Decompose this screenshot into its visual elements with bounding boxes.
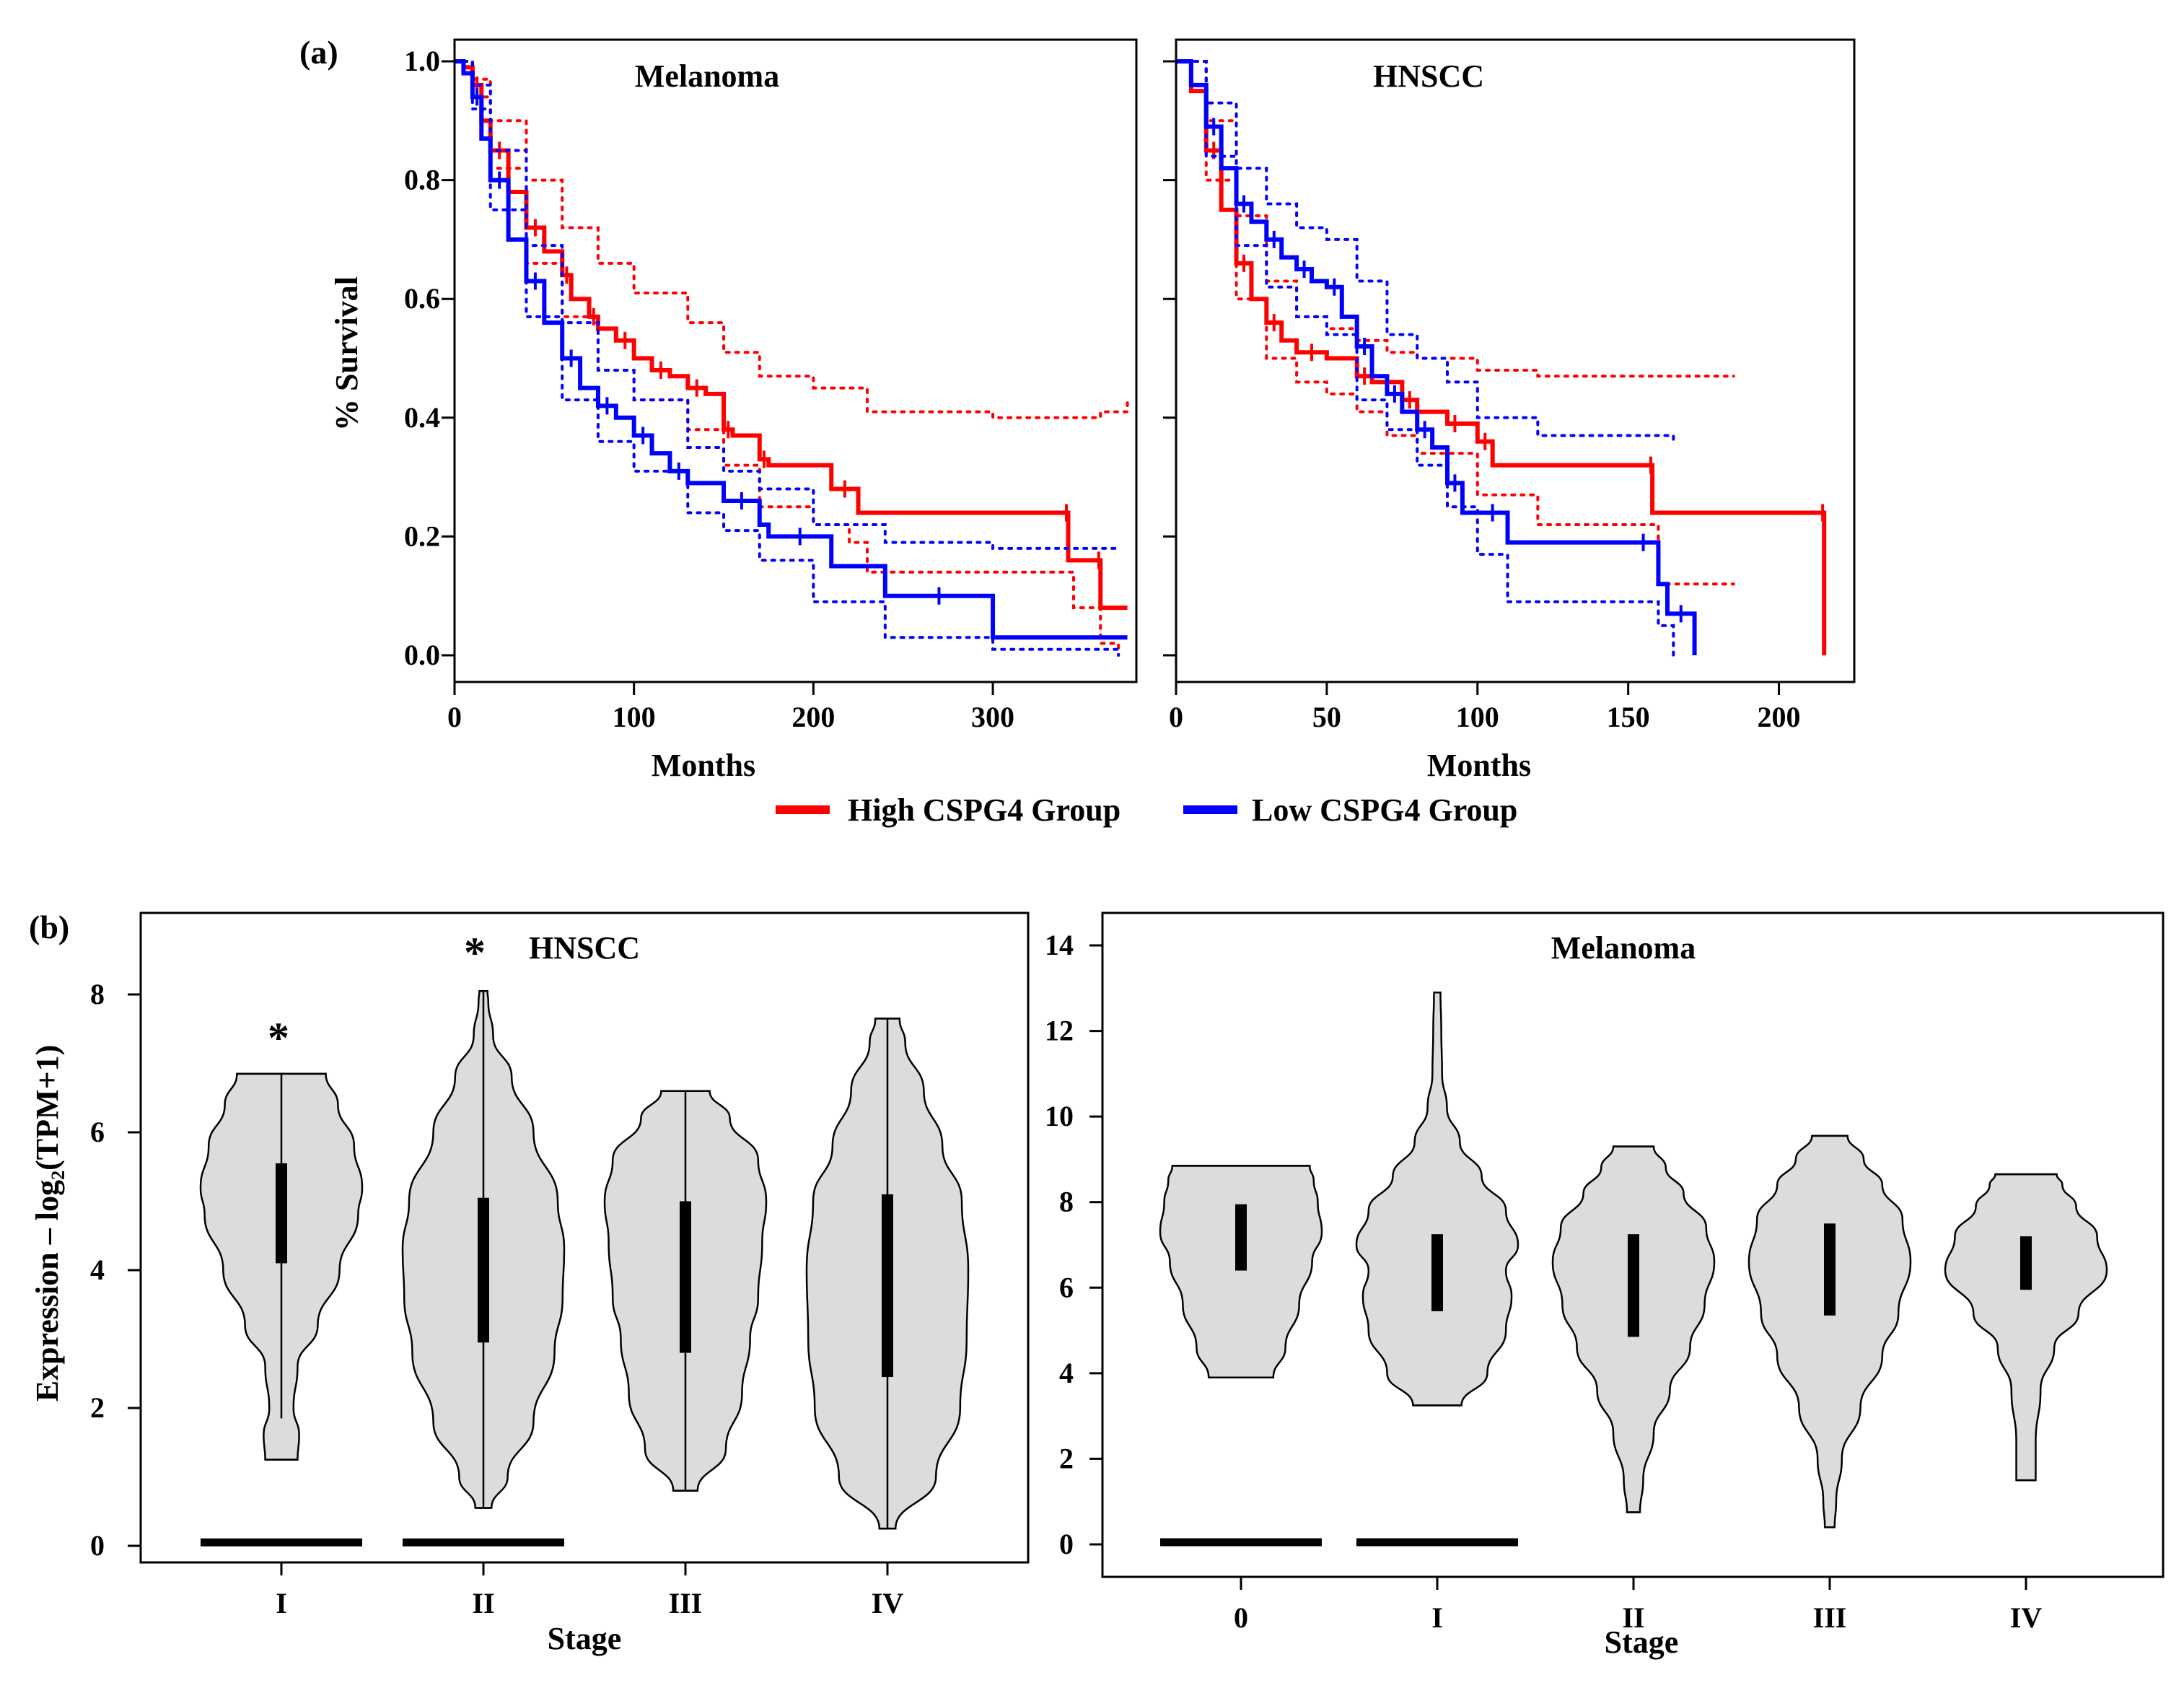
violin-melanoma-ytick-label-6: 12	[1045, 1015, 1074, 1047]
violin-hnscc-ytick-label-0: 0	[90, 1529, 105, 1562]
violin-melanoma-shape-4	[1944, 1173, 2108, 1482]
legend-label-high: High CSPG4 Group	[848, 792, 1120, 828]
violin-hnscc-ytick-label-4: 8	[90, 978, 105, 1010]
violin-melanoma-xtick-label-3: III	[1813, 1601, 1847, 1634]
km-hnscc-title: HNSCC	[1373, 58, 1484, 94]
violin-melanoma-shape-3	[1747, 1134, 1912, 1529]
violin-hnscc-ylabel: Expression – log₂(TPM+1)	[30, 1045, 65, 1402]
violin-melanoma-xlabel: Stage	[1605, 1624, 1679, 1660]
km-melanoma-ylabel: % Survival	[329, 276, 364, 431]
km-melanoma-ytick-label-0: 0.0	[404, 639, 440, 671]
km-melanoma-ytick-label-4: 0.8	[404, 164, 440, 196]
km-melanoma-xticks: 0 100 200 300	[447, 682, 1014, 733]
violin-hnscc-ytick-label-3: 6	[90, 1116, 105, 1148]
violin-melanoma-ytick-label-2: 4	[1059, 1357, 1074, 1389]
km-melanoma-series-5	[453, 60, 1120, 657]
km-melanoma-frame	[453, 38, 1138, 683]
km-melanoma-series-2	[453, 60, 1120, 657]
km-melanoma-yticks: 0.0 0.2 0.4 0.6 0.8 1.0	[404, 45, 455, 671]
violin-melanoma-iqr-4	[2020, 1236, 2032, 1290]
km-melanoma-xtick-label-1: 100	[613, 701, 656, 733]
legend-label-low: Low CSPG4 Group	[1252, 792, 1517, 828]
km-plot-melanoma: Melanoma Months % Survival 0 100 200 300 0.…	[329, 38, 1138, 783]
violin-hnscc-ytick-label-2: 4	[90, 1254, 105, 1286]
violin-hnscc-iqr-3	[882, 1194, 893, 1378]
km-hnscc-series-1	[1175, 60, 1735, 378]
violin-melanoma-ytick-label-1: 2	[1059, 1442, 1074, 1474]
violin-hnscc-yticks: 0 2 4 6 8	[90, 978, 141, 1562]
violin-melanoma-ytick-label-7: 14	[1045, 929, 1074, 961]
violin-plot-hnscc: HNSCC * Stage Expression – log₂(TPM+1) *…	[30, 911, 1030, 1656]
km-melanoma-series-group	[453, 59, 1129, 657]
violin-hnscc-iqr-0	[276, 1163, 287, 1264]
km-hnscc-series-3	[1176, 59, 1697, 655]
violin-melanoma-ytick-label-3: 6	[1059, 1271, 1074, 1303]
km-melanoma-series-4	[453, 60, 1120, 550]
violin-hnscc-iqr-1	[478, 1197, 489, 1343]
violin-hnscc-xtick-label-2: III	[669, 1587, 703, 1619]
violin-melanoma-xtick-label-4: IV	[2010, 1601, 2043, 1634]
km-hnscc-xtick-label-0: 0	[1169, 701, 1183, 733]
panel-label-a: (a)	[299, 34, 338, 71]
violin-melanoma-iqr-0	[1235, 1204, 1247, 1271]
violin-hnscc-frame	[139, 911, 1030, 1564]
violin-melanoma-shape-0	[1159, 1165, 1323, 1379]
km-melanoma-title: Melanoma	[635, 58, 779, 94]
km-hnscc-xticks: 0 50 100 150 200	[1169, 682, 1801, 733]
km-melanoma-series-1	[453, 60, 1129, 419]
km-melanoma-ytick-label-1: 0.2	[404, 520, 440, 552]
km-melanoma-xtick-label-0: 0	[447, 701, 462, 733]
violin-hnscc-xticks: I II III IV	[276, 1562, 903, 1619]
violin-melanoma-title: Melanoma	[1551, 930, 1696, 966]
km-hnscc-xtick-label-4: 200	[1758, 701, 1801, 733]
violin-melanoma-frame	[1101, 911, 2165, 1578]
violin-hnscc-title-marker: *	[464, 929, 486, 976]
km-hnscc-xtick-label-3: 150	[1607, 701, 1650, 733]
panel-label-b: (b)	[29, 909, 69, 945]
km-hnscc-series-4	[1175, 60, 1675, 443]
violin-hnscc-xtick-label-0: I	[276, 1587, 287, 1619]
km-melanoma-xlabel: Months	[652, 748, 755, 783]
km-hnscc-xlabel: Months	[1427, 748, 1531, 783]
km-hnscc-series-5	[1175, 60, 1675, 657]
violin-melanoma-ytick-label-5: 10	[1045, 1100, 1074, 1132]
violin-melanoma-xtick-label-2: II	[1622, 1601, 1644, 1634]
violin-melanoma-ytick-label-0: 0	[1059, 1528, 1074, 1560]
violin-hnscc-ytick-label-1: 2	[90, 1391, 105, 1424]
violin-hnscc-iqr-2	[680, 1201, 691, 1353]
violin-melanoma-xticks: 0 I II III IV	[1234, 1577, 2042, 1634]
km-melanoma-ytick-label-3: 0.6	[404, 282, 440, 315]
violin-hnscc-xtick-label-3: IV	[872, 1587, 904, 1619]
violin-melanoma-iqr-3	[1824, 1223, 1836, 1316]
km-hnscc-yticks	[1163, 60, 1176, 657]
legend: High CSPG4 Group Low CSPG4 Group	[776, 792, 1517, 828]
violin-melanoma-xtick-label-1: I	[1431, 1601, 1443, 1634]
km-hnscc-frame	[1175, 38, 1856, 683]
violin-melanoma-body	[1159, 991, 2108, 1547]
violin-hnscc-xlabel: Stage	[548, 1621, 622, 1656]
violin-hnscc-marker-0: *	[268, 1014, 289, 1062]
violin-melanoma-ytick-label-4: 8	[1059, 1186, 1074, 1218]
violin-melanoma-iqr-2	[1628, 1234, 1639, 1337]
violin-melanoma-iqr-1	[1431, 1234, 1443, 1311]
km-plot-hnscc: HNSCC Months 0 50 100 150 200	[1163, 38, 1856, 783]
violin-hnscc-body: *	[199, 989, 970, 1547]
km-melanoma-ytick-label-5: 1.0	[404, 45, 440, 77]
km-hnscc-xtick-label-1: 50	[1312, 701, 1341, 733]
violin-melanoma-xtick-label-0: 0	[1234, 1601, 1248, 1634]
km-melanoma-series-0	[455, 59, 1128, 611]
violin-melanoma-yticks: 0 2 4 6 8 10 12 14	[1045, 929, 1102, 1560]
km-melanoma-xtick-label-3: 300	[971, 701, 1014, 733]
km-hnscc-series-group	[1175, 59, 1827, 657]
km-melanoma-xtick-label-2: 200	[791, 701, 835, 733]
km-hnscc-xtick-label-2: 100	[1456, 701, 1499, 733]
violin-hnscc-xtick-label-1: II	[472, 1587, 494, 1619]
violin-hnscc-title: HNSCC	[529, 930, 640, 966]
km-melanoma-series-3	[455, 59, 1128, 640]
km-melanoma-ytick-label-2: 0.4	[404, 401, 440, 434]
violin-melanoma-shape-1	[1355, 991, 1519, 1407]
km-hnscc-series-2	[1175, 60, 1735, 586]
